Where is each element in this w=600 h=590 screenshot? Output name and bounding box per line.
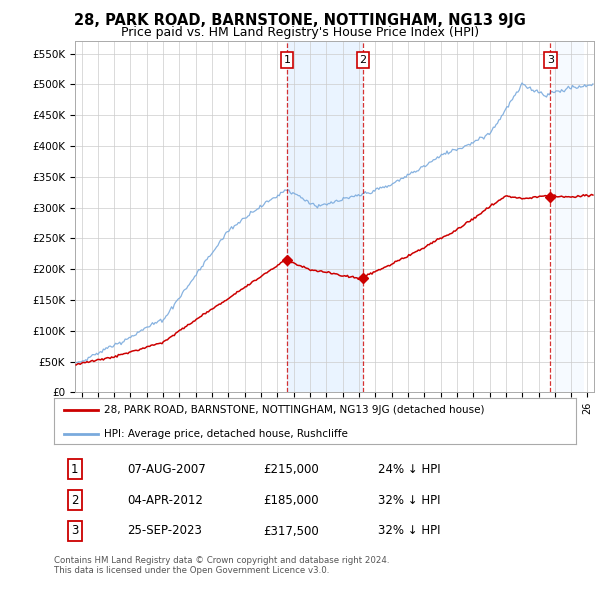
Bar	[287, 41, 363, 392]
Bar	[553, 41, 584, 392]
Text: 3: 3	[547, 55, 554, 65]
Text: 07-AUG-2007: 07-AUG-2007	[127, 463, 206, 476]
Text: HPI: Average price, detached house, Rushcliffe: HPI: Average price, detached house, Rush…	[104, 428, 347, 438]
Text: £185,000: £185,000	[263, 493, 319, 507]
Text: 3: 3	[71, 525, 79, 537]
Text: 1: 1	[283, 55, 290, 65]
Text: 28, PARK ROAD, BARNSTONE, NOTTINGHAM, NG13 9JG: 28, PARK ROAD, BARNSTONE, NOTTINGHAM, NG…	[74, 13, 526, 28]
Text: Price paid vs. HM Land Registry's House Price Index (HPI): Price paid vs. HM Land Registry's House …	[121, 26, 479, 39]
Text: £317,500: £317,500	[263, 525, 319, 537]
Text: 1: 1	[71, 463, 79, 476]
Bar	[553, 41, 584, 392]
Text: 2: 2	[71, 493, 79, 507]
Text: 28, PARK ROAD, BARNSTONE, NOTTINGHAM, NG13 9JG (detached house): 28, PARK ROAD, BARNSTONE, NOTTINGHAM, NG…	[104, 405, 484, 415]
Text: 32% ↓ HPI: 32% ↓ HPI	[377, 493, 440, 507]
Text: 24% ↓ HPI: 24% ↓ HPI	[377, 463, 440, 476]
Text: 25-SEP-2023: 25-SEP-2023	[127, 525, 202, 537]
Text: £215,000: £215,000	[263, 463, 319, 476]
Text: 2: 2	[359, 55, 367, 65]
Text: 04-APR-2012: 04-APR-2012	[127, 493, 203, 507]
Text: Contains HM Land Registry data © Crown copyright and database right 2024.
This d: Contains HM Land Registry data © Crown c…	[54, 556, 389, 575]
Text: 32% ↓ HPI: 32% ↓ HPI	[377, 525, 440, 537]
